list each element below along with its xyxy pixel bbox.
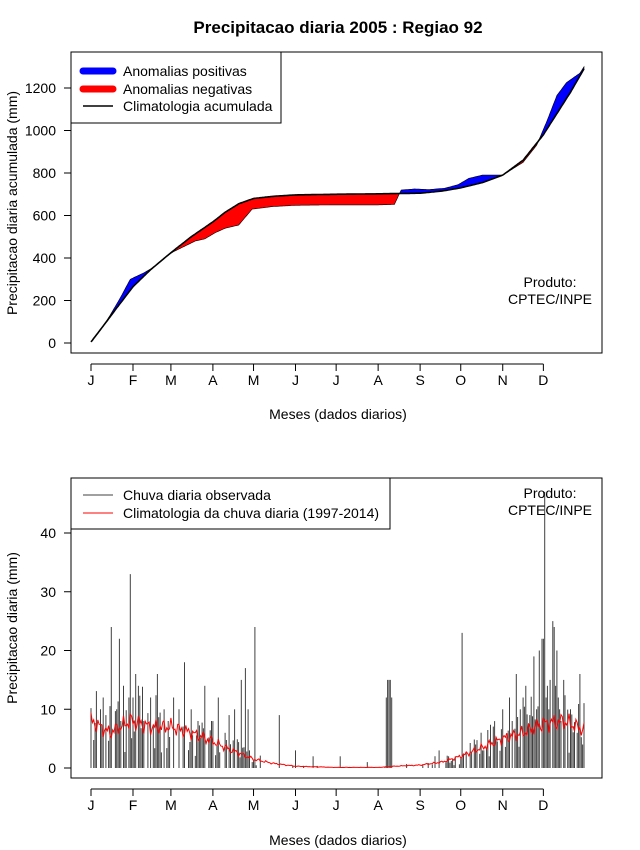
top-y-tick-label: 600 — [33, 208, 57, 224]
top-panel: 0 200 400 600 800 1000 1200 J F M A M J J A S O N D Meses… — [4, 51, 603, 422]
legend-label-climatology: Climatologia acumulada — [123, 98, 273, 114]
negative-anomaly-area — [503, 138, 540, 175]
x-tick-label: J — [88, 797, 95, 813]
top-y-label: Precipitacao diaria acumulada (mm) — [4, 91, 20, 315]
x-tick-label: D — [538, 797, 548, 813]
top-y-tick-label: 200 — [33, 293, 57, 309]
x-tick-label: M — [165, 797, 177, 813]
x-tick-label: O — [455, 372, 466, 388]
bottom-y-axis: 0 10 20 30 40 — [40, 525, 71, 776]
bottom-y-label: Precipitacao diaria (mm) — [4, 552, 20, 704]
top-product-label-1: Produto: — [524, 274, 577, 290]
positive-anomaly-area — [538, 65, 585, 141]
top-product-label-2: CPTEC/INPE — [508, 291, 592, 307]
top-y-tick-label: 1200 — [25, 80, 56, 96]
x-tick-label: M — [248, 797, 260, 813]
x-tick-label: F — [129, 797, 138, 813]
top-x-label: Meses (dados diarios) — [269, 406, 407, 422]
x-tick-label: N — [498, 372, 508, 388]
x-tick-label: A — [208, 797, 218, 813]
legend-label-climatology-daily: Climatologia da chuva diaria (1997-2014) — [123, 505, 379, 521]
legend-label-negative: Anomalias negativas — [123, 81, 252, 97]
bottom-x-label: Meses (dados diarios) — [269, 832, 407, 848]
bottom-y-tick-label: 20 — [40, 643, 56, 659]
x-tick-label: F — [129, 372, 138, 388]
top-y-tick-label: 0 — [48, 335, 56, 351]
negative-anomaly-area — [166, 192, 401, 257]
bottom-climatology-line — [90, 712, 585, 769]
x-tick-label: J — [292, 797, 299, 813]
legend-label-observed: Chuva diaria observada — [123, 487, 271, 503]
bottom-y-tick-label: 40 — [40, 525, 56, 541]
top-legend: Anomalias positivas Anomalias negativas … — [70, 51, 282, 124]
legend-label-positive: Anomalias positivas — [123, 63, 247, 79]
top-y-tick-label: 800 — [33, 165, 57, 181]
bottom-legend: Chuva diaria observada Climatologia da c… — [70, 477, 391, 530]
x-tick-label: S — [415, 797, 424, 813]
x-tick-label: S — [415, 372, 424, 388]
x-tick-label: J — [292, 372, 299, 388]
x-tick-label: M — [248, 372, 260, 388]
chart-title: Precipitacao diaria 2005 : Regiao 92 — [193, 18, 482, 37]
bottom-y-tick-label: 30 — [40, 584, 56, 600]
x-tick-label: A — [373, 372, 383, 388]
x-tick-label: D — [538, 372, 548, 388]
bottom-legend-box — [70, 477, 391, 530]
top-climatology-line — [90, 68, 585, 343]
top-plot-frame — [70, 51, 603, 354]
x-tick-label: A — [208, 372, 218, 388]
bottom-panel: 0 10 20 30 40 J F M A M J J A S O N D Meses (dados diar… — [4, 477, 603, 848]
x-tick-label: J — [333, 372, 340, 388]
x-tick-label: M — [165, 372, 177, 388]
x-tick-label: J — [88, 372, 95, 388]
top-y-tick-label: 1000 — [25, 123, 56, 139]
x-tick-label: J — [333, 797, 340, 813]
bottom-y-tick-label: 10 — [40, 701, 56, 717]
bottom-y-tick-label: 0 — [48, 760, 56, 776]
top-y-tick-label: 400 — [33, 250, 57, 266]
positive-anomaly-area — [399, 173, 505, 194]
bottom-product-label-1: Produto: — [524, 485, 577, 501]
bottom-product-label-2: CPTEC/INPE — [508, 502, 592, 518]
top-y-axis: 0 200 400 600 800 1000 1200 — [25, 80, 71, 351]
x-tick-label: N — [498, 797, 508, 813]
x-tick-label: A — [373, 797, 383, 813]
x-tick-label: O — [455, 797, 466, 813]
